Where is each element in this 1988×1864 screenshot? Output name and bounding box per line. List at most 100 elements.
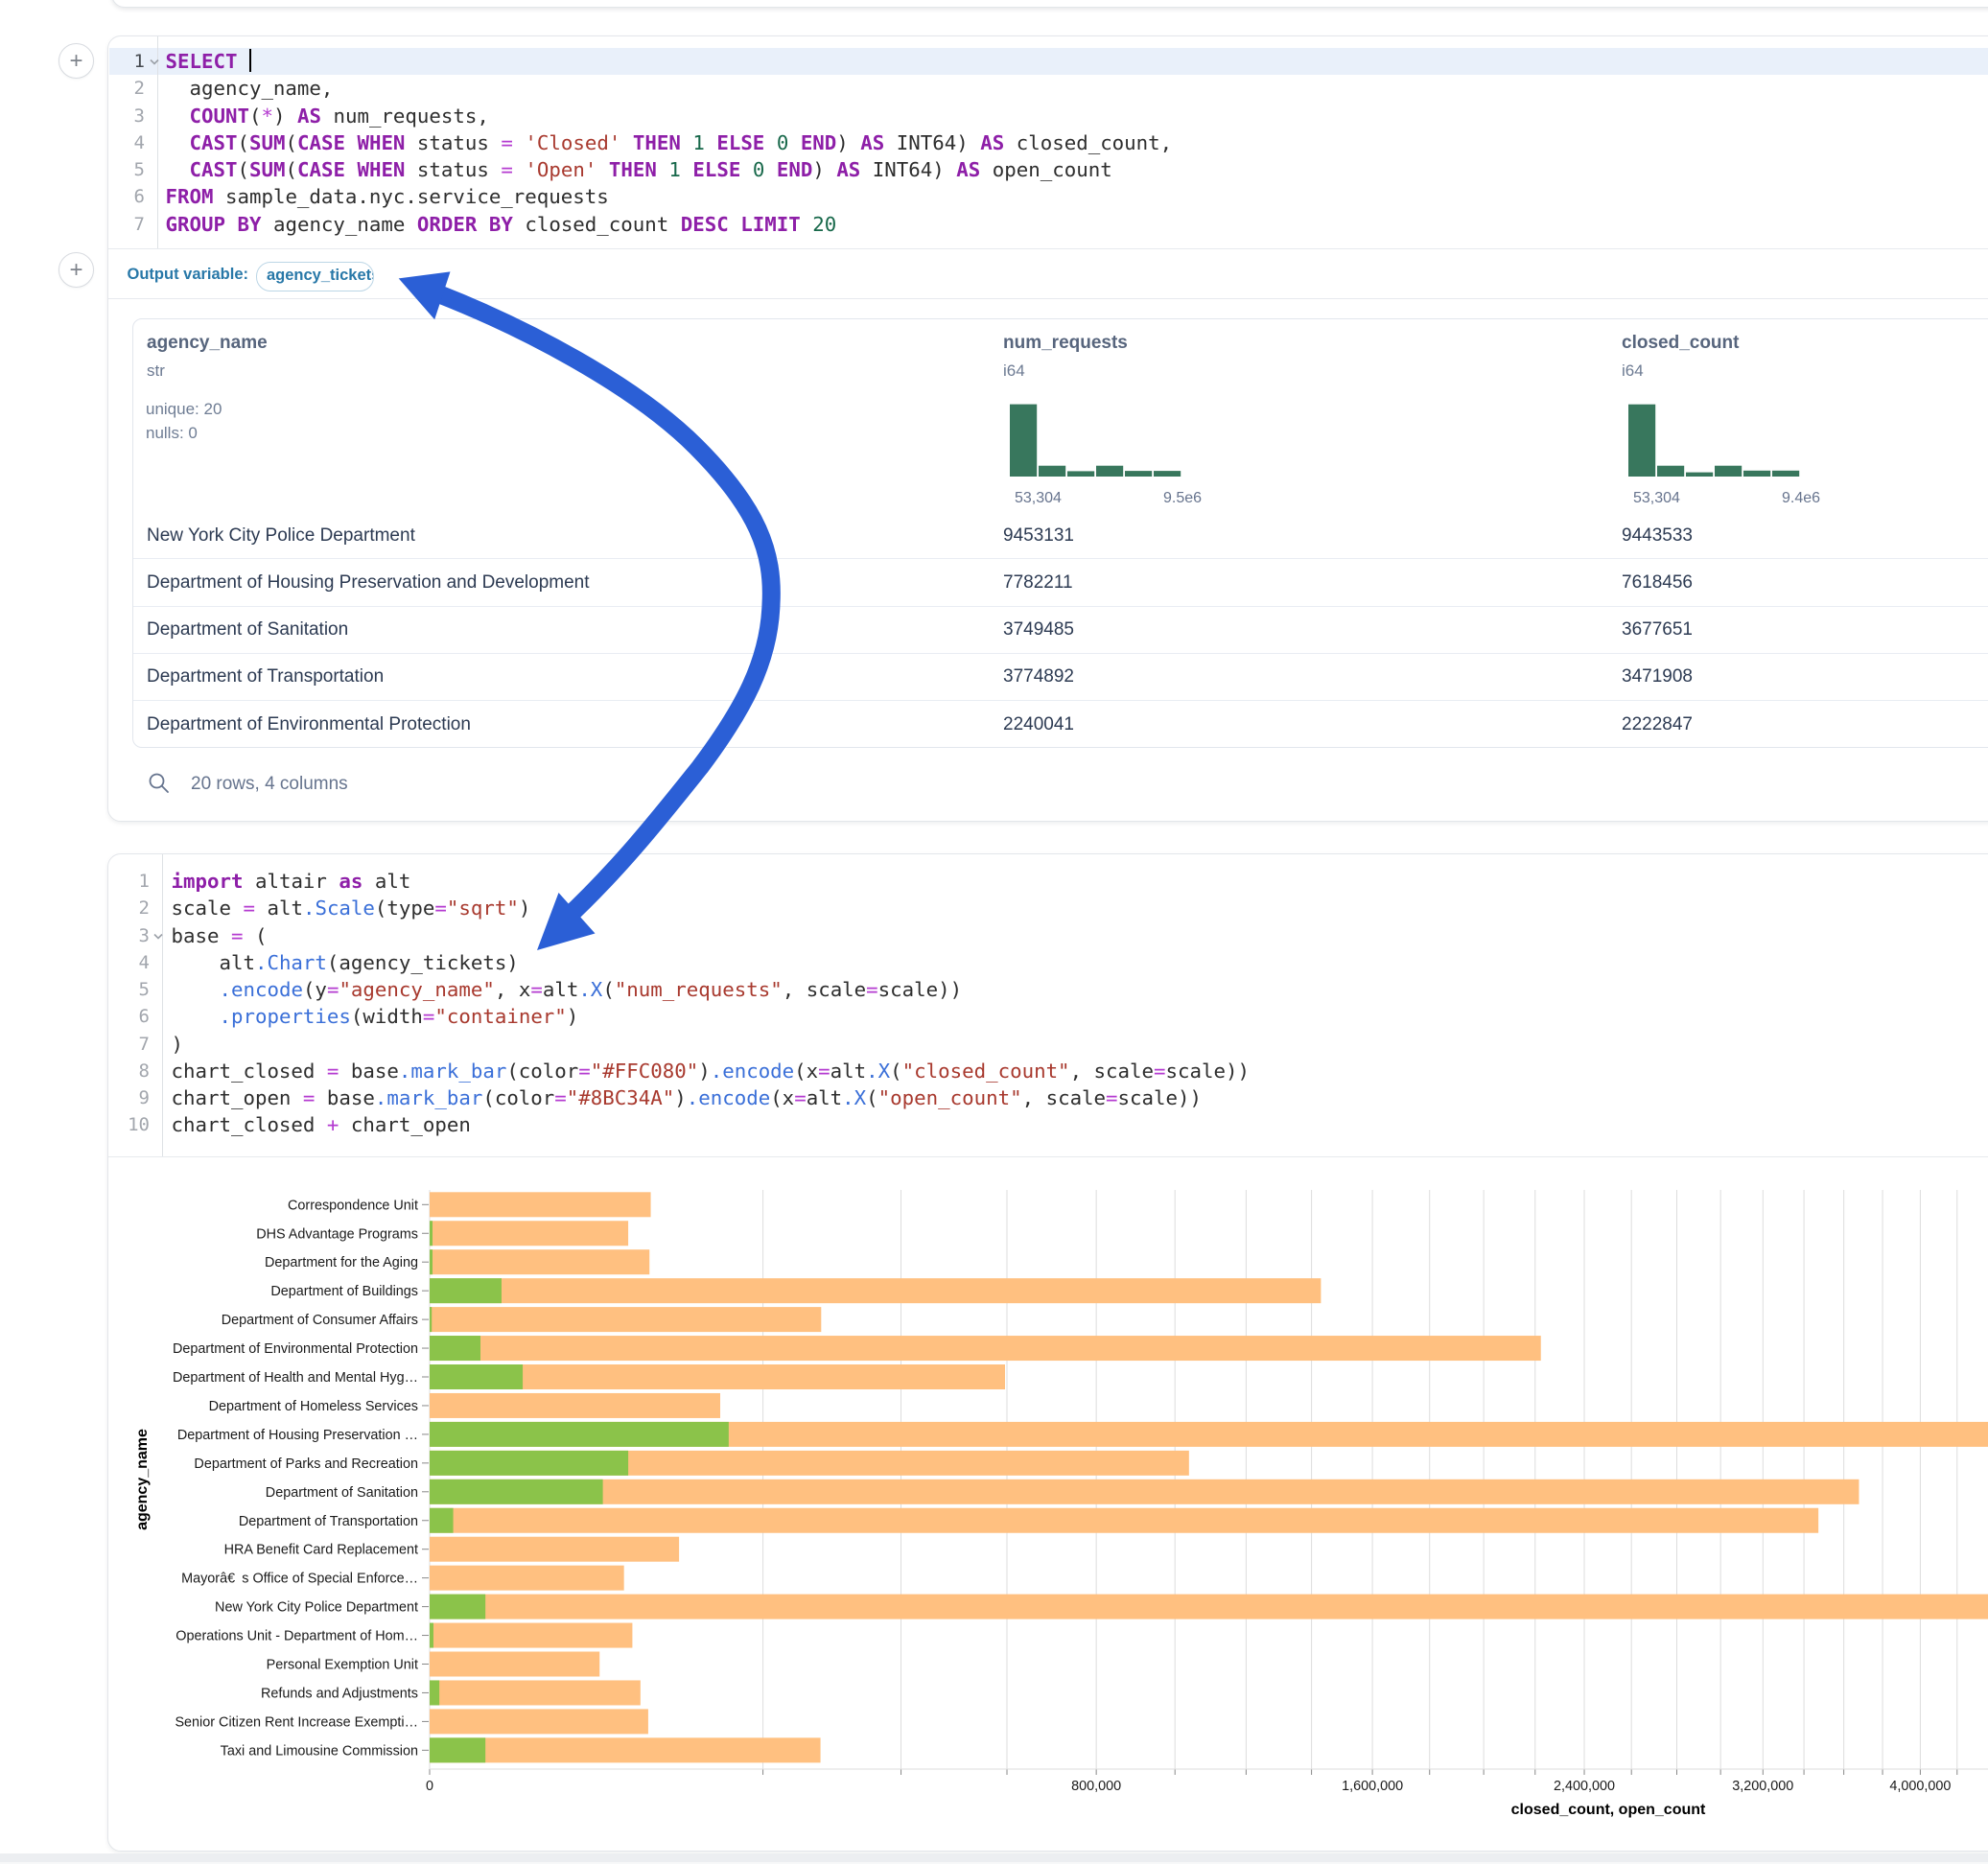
- column-type: i64: [1003, 361, 1025, 380]
- y-axis-title: agency_name: [134, 1429, 151, 1530]
- text-caret: [248, 49, 251, 72]
- cell-agency-name: New York City Police Department: [147, 524, 415, 546]
- altair-bar-chart: Correspondence Unit DHS Advantage Program…: [134, 1190, 1988, 1818]
- cell-value: 9453131: [1003, 524, 1074, 546]
- line-number: 6: [133, 186, 145, 208]
- code-line: COUNT(*) AS num_requests,: [189, 104, 489, 128]
- x-axis-label: 4,000,000: [1889, 1779, 1951, 1794]
- histogram-min-label: 53,304: [1633, 490, 1680, 506]
- x-axis-title: closed_count, open_count: [1511, 1802, 1706, 1818]
- table-row[interactable]: Department of Environmental Protection 22…: [133, 701, 1988, 747]
- y-axis-label: Department of Housing Preservation …: [177, 1428, 418, 1443]
- table-row[interactable]: Department of Transportation 3774892 34719…: [133, 654, 1988, 702]
- cell-agency-name: Department of Sanitation: [147, 619, 349, 641]
- gutter-divider: [162, 854, 163, 1156]
- y-axis-label: Department of Transportation: [239, 1514, 418, 1529]
- y-axis-label: Taxi and Limousine Commission: [221, 1743, 418, 1759]
- bar-closed: [430, 1737, 821, 1763]
- bar-closed: [430, 1221, 629, 1247]
- x-axis-label: 1,600,000: [1342, 1779, 1403, 1794]
- column-type: i64: [1622, 361, 1644, 380]
- y-axis-label: Department of Parks and Recreation: [194, 1456, 418, 1472]
- cell-value: 9443533: [1622, 524, 1693, 546]
- line-number: 7: [133, 213, 145, 235]
- x-axis-label: 3,200,000: [1732, 1779, 1793, 1794]
- code-line: agency_name,: [165, 77, 334, 101]
- cell-value: 2222847: [1622, 713, 1693, 734]
- output-variable-label: Output variable:: [127, 266, 249, 283]
- page-bottom-strip-light: [0, 1862, 1988, 1864]
- histogram-bar: [1067, 471, 1095, 477]
- column-header-closed_count[interactable]: closed_count: [1622, 333, 1740, 353]
- y-axis-label: Correspondence Unit: [288, 1198, 418, 1213]
- cell-value: 3471908: [1622, 666, 1693, 687]
- code-line: chart_closed + chart_open: [171, 1113, 471, 1137]
- x-axis-label: 800,000: [1071, 1779, 1121, 1794]
- histogram-bar: [1628, 404, 1656, 477]
- code-line: alt.Chart(agency_tickets): [171, 950, 519, 974]
- sql-code-editor[interactable]: 1 2 3 4 5 6 7 SELECT agency_name, COUNT(*) AS …: [108, 36, 1988, 248]
- code-line: FROM sample_data.nyc.service_requests: [165, 185, 609, 209]
- histogram-bar: [1154, 471, 1181, 477]
- bar-closed: [430, 1479, 1859, 1504]
- previous-cell-card-fragment: [111, 0, 1988, 8]
- table-row[interactable]: Department of Sanitation 3749485 3677651: [133, 607, 1988, 654]
- bar-open: [430, 1479, 603, 1504]
- histogram-bar: [1096, 465, 1124, 477]
- line-number: 5: [133, 159, 145, 180]
- code-line: SELECT: [166, 48, 1173, 75]
- y-axis-label: Refunds and Adjustments: [261, 1686, 418, 1701]
- histogram-bar: [1125, 471, 1153, 477]
- column-header-agency_name[interactable]: agency_name: [147, 333, 268, 353]
- bar-closed: [430, 1680, 641, 1706]
- code-line: CAST(SUM(CASE WHEN status = 'Closed' THE…: [189, 130, 1173, 154]
- code-line: ): [171, 1032, 184, 1056]
- line-number: 3: [133, 105, 145, 127]
- line-number: 3: [138, 924, 150, 946]
- search-icon[interactable]: [147, 771, 172, 796]
- bar-open: [430, 1622, 433, 1648]
- sql-line-numbers: 1 2 3 4 5 6 7: [108, 48, 145, 238]
- x-axis-label: 2,400,000: [1554, 1779, 1615, 1794]
- y-axis-label: HRA Benefit Card Replacement: [224, 1543, 418, 1558]
- python-code-editor[interactable]: 1 2 3 4 5 6 7 8 9 10 import altair as alt scale = …: [108, 854, 1988, 1157]
- fold-chevron-icon[interactable]: [152, 933, 164, 941]
- add-cell-button-output[interactable]: +: [58, 252, 94, 288]
- histogram-max-label: 9.4e6: [1781, 490, 1821, 506]
- sql-cell-card: 1 2 3 4 5 6 7 SELECT agency_name, COUNT(*) AS …: [107, 35, 1988, 822]
- table-row[interactable]: Department of Housing Preservation and D…: [133, 559, 1988, 607]
- output-variable-pill[interactable]: agency_tickets: [256, 262, 374, 291]
- histogram-bar: [1715, 465, 1742, 477]
- bar-closed: [430, 1249, 650, 1275]
- bar-closed: [430, 1336, 1541, 1362]
- line-number: 6: [138, 1006, 150, 1028]
- column-header-num_requests[interactable]: num_requests: [1003, 333, 1128, 353]
- y-axis-label: New York City Police Department: [215, 1600, 418, 1616]
- line-number: 2: [138, 897, 150, 920]
- bar-closed: [430, 1392, 721, 1418]
- code-line: import altair as alt: [171, 870, 411, 893]
- code-line: scale = alt.Scale(type="sqrt"): [171, 897, 531, 920]
- line-number: 4: [133, 131, 145, 153]
- fold-chevron-icon[interactable]: [149, 58, 160, 66]
- cell-value: 7782211: [1003, 571, 1073, 593]
- table-footer-summary: 20 rows, 4 columns: [191, 774, 348, 794]
- table-row[interactable]: New York City Police Department 9453131 94…: [133, 512, 1988, 560]
- bar-open: [430, 1680, 440, 1706]
- histogram-bar: [1039, 465, 1066, 477]
- bar-closed: [430, 1278, 1321, 1304]
- bar-open: [430, 1336, 480, 1362]
- bar-open: [430, 1249, 433, 1275]
- add-cell-button-top[interactable]: +: [58, 43, 94, 79]
- bar-closed: [430, 1622, 633, 1648]
- python-code-lines: import altair as alt scale = alt.Scale(ty…: [172, 868, 1250, 1139]
- output-variable-strip: Output variable: agency_tickets: [108, 248, 1988, 299]
- histogram-bar: [1657, 465, 1685, 477]
- bar-closed: [430, 1565, 624, 1591]
- gutter-divider: [157, 36, 158, 248]
- page-bottom-strip: [0, 1853, 1988, 1862]
- y-axis-label: Department of Sanitation: [266, 1485, 418, 1501]
- cell-agency-name: Department of Housing Preservation and D…: [147, 571, 590, 593]
- column-stat: nulls: 0: [146, 423, 198, 442]
- y-axis-label: Personal Exemption Unit: [267, 1658, 418, 1673]
